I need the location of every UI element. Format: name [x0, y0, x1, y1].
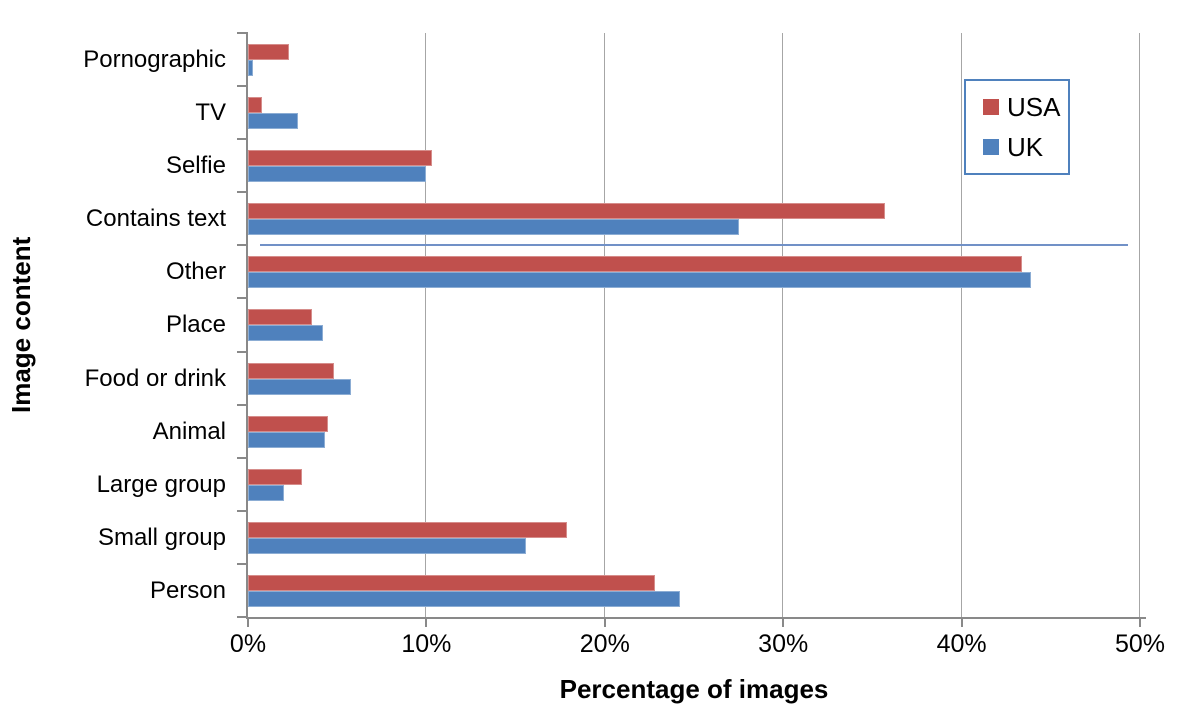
bar-usa-animal	[248, 415, 329, 432]
legend-label-usa: USA	[1007, 92, 1061, 122]
plot-area	[237, 32, 1146, 627]
category-label-selfie: Selfie	[165, 152, 226, 180]
bar-usa-person	[248, 574, 655, 591]
gridline-10%	[425, 33, 427, 617]
x-axis-tick	[782, 619, 785, 627]
category-label-place: Place	[165, 311, 226, 339]
y-axis-tick	[237, 350, 248, 353]
bar-uk-person	[248, 590, 680, 607]
x-axis-tick	[247, 619, 249, 627]
category-label-small-group: Small group	[97, 523, 226, 551]
legend-item-usa: USA	[983, 94, 1068, 120]
bar-group-person	[248, 564, 1140, 617]
category-label-other: Other	[165, 258, 226, 286]
bar-group-contains-text	[248, 192, 1140, 245]
bar-group-pornographic	[248, 33, 1140, 86]
category-label-food-or-drink: Food or drink	[84, 364, 226, 392]
bar-group-place	[248, 298, 1140, 351]
y-axis-tick	[237, 403, 248, 406]
y-axis-tick	[237, 509, 248, 512]
category-label-tv: TV	[195, 99, 226, 127]
bar-usa-place	[248, 309, 313, 326]
y-axis-tick	[237, 297, 248, 300]
bar-usa-small-group	[248, 521, 568, 538]
bar-uk-selfie	[248, 166, 427, 183]
bar-group-selfie	[248, 139, 1140, 192]
y-axis-tick	[237, 138, 248, 141]
bar-group-tv	[248, 86, 1140, 139]
gridline-40%	[960, 33, 962, 617]
category-labels: Pornographic TV Selfie Contains text Other Pl…	[0, 33, 226, 617]
x-axis-tick	[603, 619, 606, 627]
bar-uk-large-group	[248, 484, 284, 501]
legend-item-uk: UK	[983, 134, 1068, 160]
x-axis-tick	[425, 619, 428, 627]
bar-group-food-or-drink	[248, 352, 1140, 405]
bar-usa-tv	[248, 97, 263, 114]
legend-label-uk: UK	[1007, 132, 1044, 162]
y-axis-tick	[237, 616, 248, 618]
x-tick-label: 0%	[229, 630, 267, 658]
bar-uk-contains-text	[248, 219, 739, 236]
bar-uk-tv	[248, 113, 298, 130]
bar-group-large-group	[248, 458, 1140, 511]
y-axis-tick	[237, 562, 248, 565]
x-tick-labels: 0% 10% 20% 30% 40% 50%	[230, 630, 1165, 664]
gridline-30%	[782, 33, 784, 617]
category-label-pornographic: Pornographic	[83, 46, 226, 73]
bar-uk-place	[248, 325, 323, 342]
x-axis-line	[246, 617, 1146, 619]
y-axis-tick	[237, 244, 248, 247]
y-axis-line	[246, 33, 248, 617]
y-axis-tick	[237, 85, 248, 88]
y-axis-tick	[237, 456, 248, 459]
legend: USA UK	[964, 79, 1070, 175]
category-label-animal: Animal	[152, 417, 226, 445]
category-label-person: Person	[149, 576, 226, 604]
x-axis-tick	[1139, 619, 1141, 627]
x-tick-label: 30%	[758, 630, 809, 658]
bar-usa-selfie	[248, 150, 432, 167]
bar-uk-small-group	[248, 537, 527, 554]
x-tick-label: 20%	[579, 630, 630, 658]
bar-uk-other	[248, 272, 1032, 289]
bar-group-other	[248, 245, 1140, 298]
bar-uk-food-or-drink	[248, 378, 352, 395]
legend-swatch-uk	[983, 139, 999, 155]
bar-usa-contains-text	[248, 203, 885, 220]
bar-usa-pornographic	[248, 44, 290, 60]
bar-uk-animal	[248, 431, 325, 448]
x-axis-tick	[960, 619, 963, 627]
bar-usa-large-group	[248, 468, 302, 485]
x-tick-label: 10%	[401, 630, 452, 658]
bar-group-small-group	[248, 511, 1140, 564]
y-axis-tick	[237, 32, 248, 34]
x-axis-title: Percentage of images	[559, 674, 829, 704]
category-label-large-group: Large group	[96, 470, 226, 498]
bar-usa-food-or-drink	[248, 362, 334, 379]
x-tick-label: 50%	[1114, 630, 1166, 658]
y-axis-tick	[237, 191, 248, 194]
stray-line-artifact	[260, 244, 1128, 247]
gridline-20%	[603, 33, 605, 617]
legend-swatch-usa	[983, 99, 999, 115]
bar-uk-pornographic	[248, 60, 254, 76]
bar-group-animal	[248, 405, 1140, 458]
gridline-50%	[1139, 33, 1140, 617]
bar-usa-other	[248, 256, 1023, 273]
category-label-contains-text: Contains text	[85, 205, 226, 233]
x-tick-label: 40%	[936, 630, 987, 658]
